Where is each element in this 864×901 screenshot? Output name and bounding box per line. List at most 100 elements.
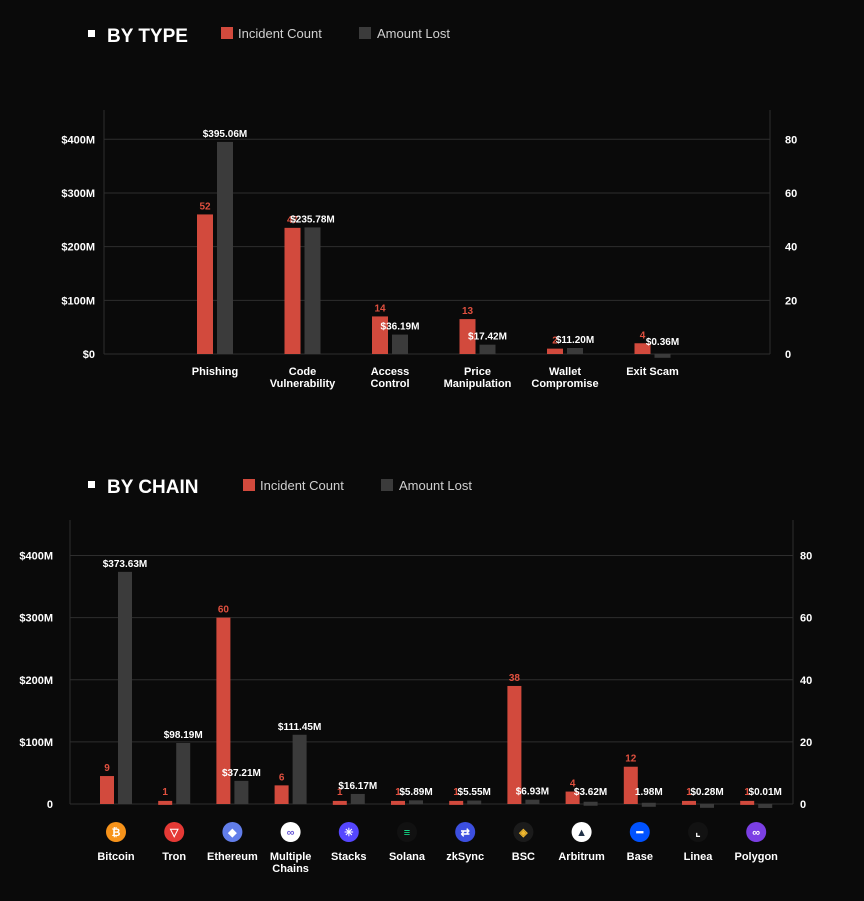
legend-amount-swatch bbox=[381, 479, 393, 491]
y-right-tick-label: 40 bbox=[785, 242, 797, 254]
y-left-tick-label: 0 bbox=[47, 799, 53, 811]
amount-bar bbox=[700, 803, 714, 808]
amount-bar bbox=[583, 801, 598, 806]
amount-data-label: $37.21M bbox=[222, 768, 261, 779]
base-icon-glyph: ━ bbox=[635, 827, 643, 839]
arbitrum-icon-glyph: ▲ bbox=[576, 827, 587, 839]
ethereum-icon-glyph: ◆ bbox=[227, 827, 237, 839]
amount-data-label: $17.42M bbox=[468, 332, 507, 343]
category-label: Solana bbox=[389, 851, 426, 863]
chart-chain-title: BY CHAIN bbox=[107, 477, 199, 498]
incident-bar bbox=[274, 785, 289, 804]
amount-data-label: $11.20M bbox=[556, 335, 594, 346]
linea-icon-glyph: ⌞ bbox=[695, 827, 700, 839]
chart-by-type: $0 $100M $200M $300M $400M 0 20 40 60 80 52 $395.06… bbox=[61, 110, 797, 390]
amount-data-label: 1.98M bbox=[635, 787, 663, 798]
bsc-icon: ◈ bbox=[513, 822, 534, 842]
amount-data-label: $16.17M bbox=[338, 781, 377, 792]
amount-data-label: $5.55M bbox=[458, 787, 491, 798]
y-right-tick-label: 20 bbox=[800, 737, 812, 749]
category-label: Phishing bbox=[192, 366, 238, 378]
y-right-tick-label: 80 bbox=[785, 134, 797, 146]
amount-bar bbox=[525, 799, 540, 804]
chart-by-chain: 0 $100M $200M $300M $400M 0 20 40 60 80 9 $373.63M ₿… bbox=[19, 520, 812, 875]
category-label: Tron bbox=[162, 851, 186, 863]
incident-data-label: 1 bbox=[162, 787, 168, 798]
title-bullet-icon bbox=[88, 481, 95, 488]
incident-bar bbox=[372, 316, 388, 354]
y-left-tick-label: $300M bbox=[61, 188, 95, 200]
category-label: Price bbox=[464, 366, 491, 378]
incident-bar bbox=[565, 791, 580, 804]
ethereum-icon-badge bbox=[222, 822, 243, 842]
amount-bar bbox=[654, 353, 671, 358]
incident-data-label: 6 bbox=[279, 772, 285, 783]
category-label: Wallet bbox=[549, 366, 581, 378]
incident-bar bbox=[158, 800, 173, 805]
category-label: Arbitrum bbox=[558, 851, 605, 863]
incident-bar bbox=[100, 776, 114, 804]
base-icon-badge bbox=[629, 822, 650, 842]
chart-type-title: BY TYPE bbox=[107, 26, 188, 47]
amount-data-label: $111.45M bbox=[278, 722, 321, 733]
zksync-icon-glyph: ⇄ bbox=[461, 827, 470, 839]
chart-chain-header: BY CHAIN Incident Count Amount Lost bbox=[88, 477, 472, 498]
y-right-tick-label: 40 bbox=[800, 675, 812, 687]
amount-bar bbox=[641, 802, 656, 807]
amount-bar bbox=[217, 141, 233, 354]
y-right-tick-label: 20 bbox=[785, 295, 797, 307]
title-bullet-icon bbox=[88, 30, 95, 37]
amount-data-label: $373.63M bbox=[103, 559, 147, 570]
multiple-chains-icon-glyph: ∞ bbox=[287, 827, 295, 839]
bitcoin-icon: ₿ bbox=[106, 822, 126, 842]
zksync-icon-badge bbox=[455, 822, 476, 842]
amount-data-label: $235.78M bbox=[290, 214, 334, 225]
incident-bar bbox=[459, 319, 476, 354]
solana-icon-badge bbox=[397, 822, 417, 842]
bitcoin-icon-glyph: ₿ bbox=[112, 827, 121, 839]
incident-bar bbox=[682, 800, 696, 805]
incident-data-label: 52 bbox=[199, 201, 211, 212]
y-left-tick-label: $100M bbox=[61, 295, 95, 307]
y-left-tick-label: $100M bbox=[19, 737, 53, 749]
incident-data-label: 4 bbox=[570, 779, 576, 790]
legend-incident-label: Incident Count bbox=[260, 478, 344, 493]
incident-data-label: 38 bbox=[509, 673, 521, 684]
incident-data-label: 60 bbox=[218, 605, 230, 616]
category-label: BSC bbox=[512, 851, 535, 863]
incident-bar bbox=[332, 800, 347, 805]
arbitrum-icon-badge bbox=[571, 822, 592, 842]
incident-bar bbox=[740, 800, 755, 805]
amount-bar bbox=[118, 571, 132, 804]
incident-bar bbox=[197, 214, 213, 354]
base-icon: ━ bbox=[629, 822, 650, 842]
y-right-tick-label: 80 bbox=[800, 551, 812, 563]
polygon-icon-badge bbox=[746, 822, 767, 842]
stacks-icon-badge bbox=[338, 822, 359, 842]
incident-bar bbox=[216, 617, 231, 804]
incident-data-label: 14 bbox=[374, 303, 386, 314]
amount-data-label: $0.36M bbox=[646, 337, 679, 348]
stacks-icon: ✳ bbox=[338, 822, 359, 842]
solana-icon: ≡ bbox=[397, 822, 417, 842]
amount-data-label: $0.28M bbox=[690, 787, 723, 798]
amount-data-label: $0.01M bbox=[749, 787, 782, 798]
chart-type-header: BY TYPE Incident Count Amount Lost bbox=[88, 26, 450, 47]
y-right-tick-label: 60 bbox=[785, 188, 797, 200]
linea-icon-badge bbox=[688, 822, 708, 842]
bitcoin-icon-badge bbox=[106, 822, 126, 842]
amount-bar bbox=[567, 347, 583, 354]
arbitrum-icon: ▲ bbox=[571, 822, 592, 842]
category-label: Access bbox=[371, 366, 410, 378]
legend-incident-label: Incident Count bbox=[238, 26, 322, 41]
category-label: Multiple bbox=[270, 851, 312, 863]
amount-data-label: $36.19M bbox=[381, 322, 420, 333]
incident-data-label: 47 bbox=[287, 215, 299, 226]
y-left-tick-label: $200M bbox=[61, 242, 95, 254]
incident-bar bbox=[391, 800, 405, 805]
category-label: Chains bbox=[272, 863, 309, 875]
incident-bar bbox=[634, 343, 651, 354]
legend-incident-swatch bbox=[243, 479, 255, 491]
